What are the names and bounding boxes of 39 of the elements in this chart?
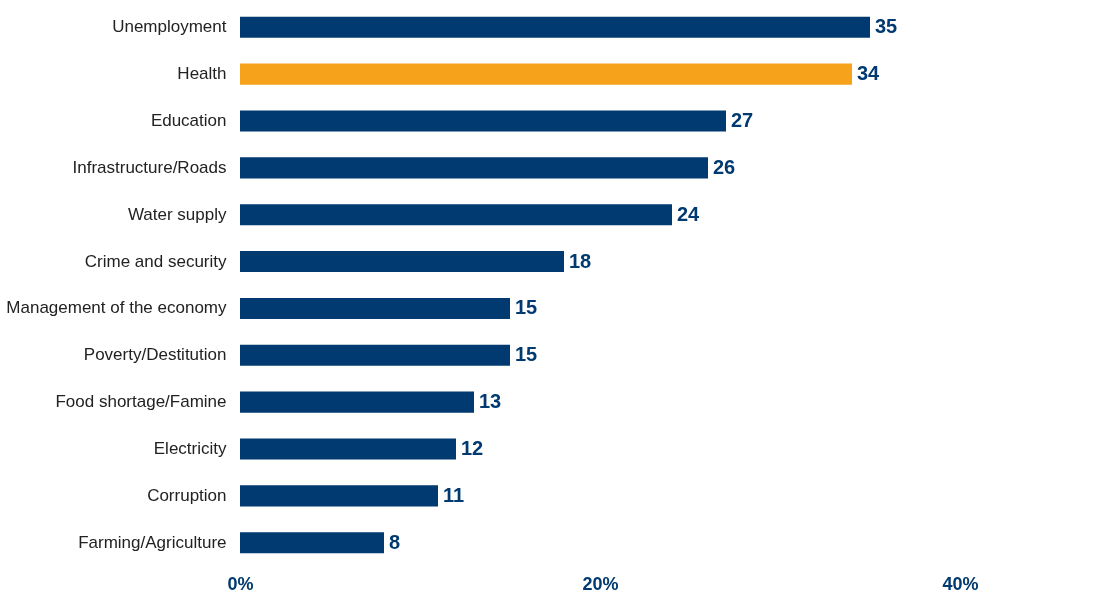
data-label: 8 (389, 530, 401, 553)
y-tick-label: Poverty/Destitution (83, 345, 227, 365)
data-label: 27 (731, 108, 754, 131)
bar (240, 204, 672, 226)
data-label: 12 (461, 437, 484, 460)
bar (240, 157, 708, 179)
bar (240, 391, 474, 413)
data-label: 15 (515, 296, 538, 319)
y-tick-label: Water supply (127, 204, 227, 224)
x-tick-label: 40% (942, 573, 979, 594)
y-tick-label: Corruption (147, 485, 227, 505)
y-tick-label: Health (177, 64, 227, 84)
y-tick-label: Food shortage/Famine (55, 392, 227, 412)
data-label: 26 (713, 155, 736, 178)
x-tick-label: 20% (582, 573, 619, 594)
y-tick-label: Crime and security (84, 251, 227, 271)
bar (240, 63, 852, 85)
bar (240, 344, 510, 366)
x-tick-label: 0% (227, 573, 254, 594)
bar (240, 16, 870, 38)
data-label: 18 (569, 249, 592, 272)
y-tick-label: Infrastructure/Roads (72, 157, 227, 177)
data-label: 24 (677, 202, 701, 225)
bar (240, 297, 510, 319)
bar (240, 251, 564, 273)
y-tick-label: Management of the economy (6, 298, 227, 318)
data-label: 15 (515, 343, 538, 366)
y-tick-label: Electricity (153, 439, 227, 459)
y-tick-label: Farming/Agriculture (78, 532, 227, 552)
data-label: 11 (443, 483, 465, 506)
data-label: 35 (875, 15, 898, 38)
data-label: 13 (479, 390, 502, 413)
bar (240, 110, 726, 132)
bar (240, 532, 384, 554)
data-label: 34 (857, 62, 881, 85)
y-tick-label: Unemployment (112, 17, 227, 37)
bar (240, 438, 456, 460)
bar (240, 485, 438, 507)
y-tick-label: Education (150, 110, 227, 130)
